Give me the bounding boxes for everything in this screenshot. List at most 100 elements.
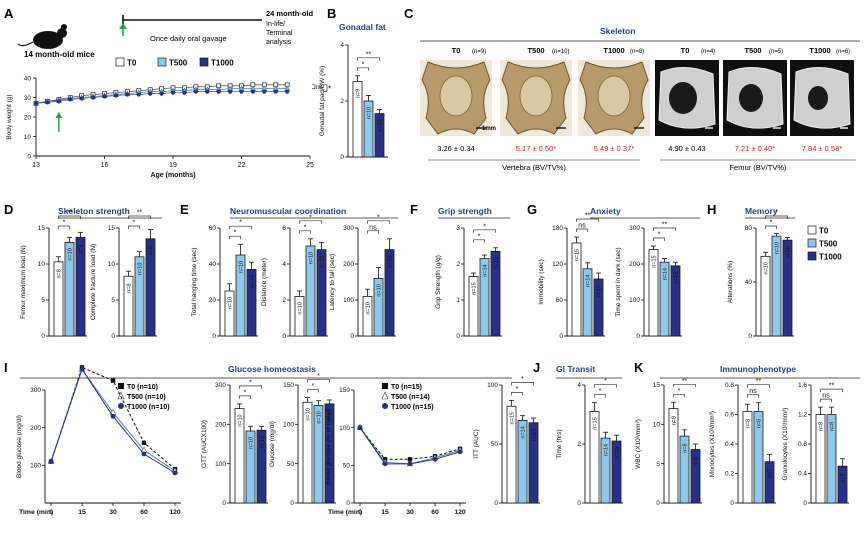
y-tick-label: 300: [343, 225, 354, 232]
sig-label: *: [599, 388, 602, 395]
sig-label: *: [312, 383, 315, 390]
y-tick-label: 0: [340, 154, 344, 161]
panel-label-a: A: [4, 6, 14, 21]
y-axis-label: Gonadal fat pad/BW (%): [319, 66, 326, 136]
bar: [837, 465, 848, 504]
y-tick-label: 15: [38, 225, 46, 232]
title-b: Gonadal fat: [339, 22, 386, 32]
legend-swatch: [199, 57, 209, 67]
chart-i5: 0 50 100 ITT (AUC) n=15 n=14 n=15 **: [473, 376, 540, 507]
y-tick-label: 4: [282, 261, 286, 268]
femur-cavity-shape: [739, 84, 763, 112]
y-tick-label: 10: [38, 261, 46, 268]
y-tick-label: 150: [339, 387, 350, 394]
chart-g1: 0 60 120 180 Immobility (sec) n=15 n=14 n=15 ns *…: [538, 213, 605, 340]
legend-label: T0 (n=15): [391, 384, 422, 391]
y-tick-label: 2: [456, 261, 460, 268]
vertebra-n-label: (n=9): [472, 49, 486, 55]
sig-bracket: [747, 394, 759, 398]
x-tick-label: 13: [32, 162, 40, 169]
y-axis-label: Body weight (g): [6, 94, 13, 139]
y-tick-label: 120: [552, 261, 563, 268]
chart-k1: 0 5 10 15 WBC (X10³/mm³) n=8 n=8 n=8 ***: [635, 378, 702, 507]
data-point: [407, 461, 413, 467]
y-tick-label: 300: [215, 382, 226, 389]
sig-label: *: [317, 373, 320, 380]
n-label: n=10: [250, 275, 256, 287]
sig-bracket: [576, 218, 599, 222]
x-tick-label: 60: [431, 509, 439, 516]
panel-label-d: D: [4, 202, 13, 217]
legend-swatch: [157, 57, 167, 67]
data-point: [285, 89, 290, 94]
legend-h: T0 T500 T1000: [807, 225, 842, 262]
data-point: [125, 92, 130, 97]
sig-bracket: [307, 389, 319, 393]
y-tick-label: 200: [629, 261, 640, 268]
femur-n-label: (n=4): [701, 49, 715, 55]
n-label: n=10: [249, 437, 255, 449]
y-tick-label: 100: [339, 425, 350, 432]
mouse-label: 14 month-old mice: [24, 50, 95, 59]
sig-label: *: [234, 230, 237, 237]
sig-label: *: [362, 61, 365, 68]
legend-swatch: [807, 225, 817, 235]
data-point: [193, 89, 198, 94]
femur-n-label: (n=5): [769, 49, 783, 55]
sig-bracket: [594, 394, 606, 398]
y-tick-label: 10: [24, 134, 32, 141]
sig-bracket: [324, 84, 328, 92]
panel-label-j: J: [533, 360, 540, 375]
data-point: [216, 89, 221, 94]
sig-label: *: [328, 84, 331, 93]
legend-marker: [118, 403, 124, 409]
n-label: n=8: [694, 457, 700, 466]
timeline-end-sub3: analysis: [266, 39, 292, 46]
n-label: n=10: [377, 284, 383, 296]
vertebra-body-shape: [519, 75, 553, 117]
sig-bracket: [820, 398, 832, 403]
data-point: [33, 101, 39, 106]
y-tick-label: 0.8: [725, 382, 734, 389]
title-j: GI Transit: [556, 364, 595, 374]
sig-bracket: [747, 384, 770, 388]
y-tick-label: 0: [111, 333, 115, 340]
title-f: Grip strength: [438, 206, 492, 216]
sig-label: *: [483, 223, 486, 230]
femur-value: 7.21 ± 0.40*: [735, 144, 775, 153]
n-label: n=10: [298, 302, 304, 314]
y-tick-label: 0: [656, 500, 660, 507]
y-tick-label: 60: [209, 225, 217, 232]
sig-bracket: [299, 230, 311, 234]
n-label: n=14: [586, 275, 592, 287]
x-tick-label: 30: [406, 509, 414, 516]
y-tick-label: 40: [209, 261, 217, 268]
sig-label: **: [682, 378, 688, 385]
legend-swatch: [115, 57, 125, 67]
data-point: [45, 100, 50, 105]
x-tick-label: 15: [78, 509, 86, 516]
sig-label: *: [133, 220, 136, 227]
y-tick-label: 150: [283, 382, 294, 389]
data-point: [357, 425, 363, 431]
vertebra-caption: Vertebra (BV/TV%): [502, 163, 566, 172]
legend-label: T500 (n=14): [391, 394, 430, 401]
y-tick-label: 30: [24, 95, 32, 102]
y-tick-label: 0: [803, 500, 807, 507]
y-tick-label: 0: [577, 500, 581, 507]
sig-label: **: [585, 213, 591, 220]
data-point: [102, 94, 107, 99]
y-axis-label: Femur maximum load (N): [20, 245, 27, 319]
n-label: n=14: [521, 426, 527, 438]
chart-a: 0 10 20 30 40 13 16 19 22 25 Age (months) Body weig…: [6, 75, 331, 179]
y-tick-label: 40: [745, 279, 753, 286]
sig-bracket: [229, 235, 241, 240]
sig-label: *: [516, 386, 519, 393]
x-tick-label: 120: [454, 509, 466, 516]
title-h: Memory: [745, 206, 778, 216]
panel-label-b: B: [327, 6, 336, 21]
n-label: n=15: [652, 255, 658, 267]
sig-bracket: [239, 395, 251, 399]
y-tick-label: 10: [108, 261, 116, 268]
